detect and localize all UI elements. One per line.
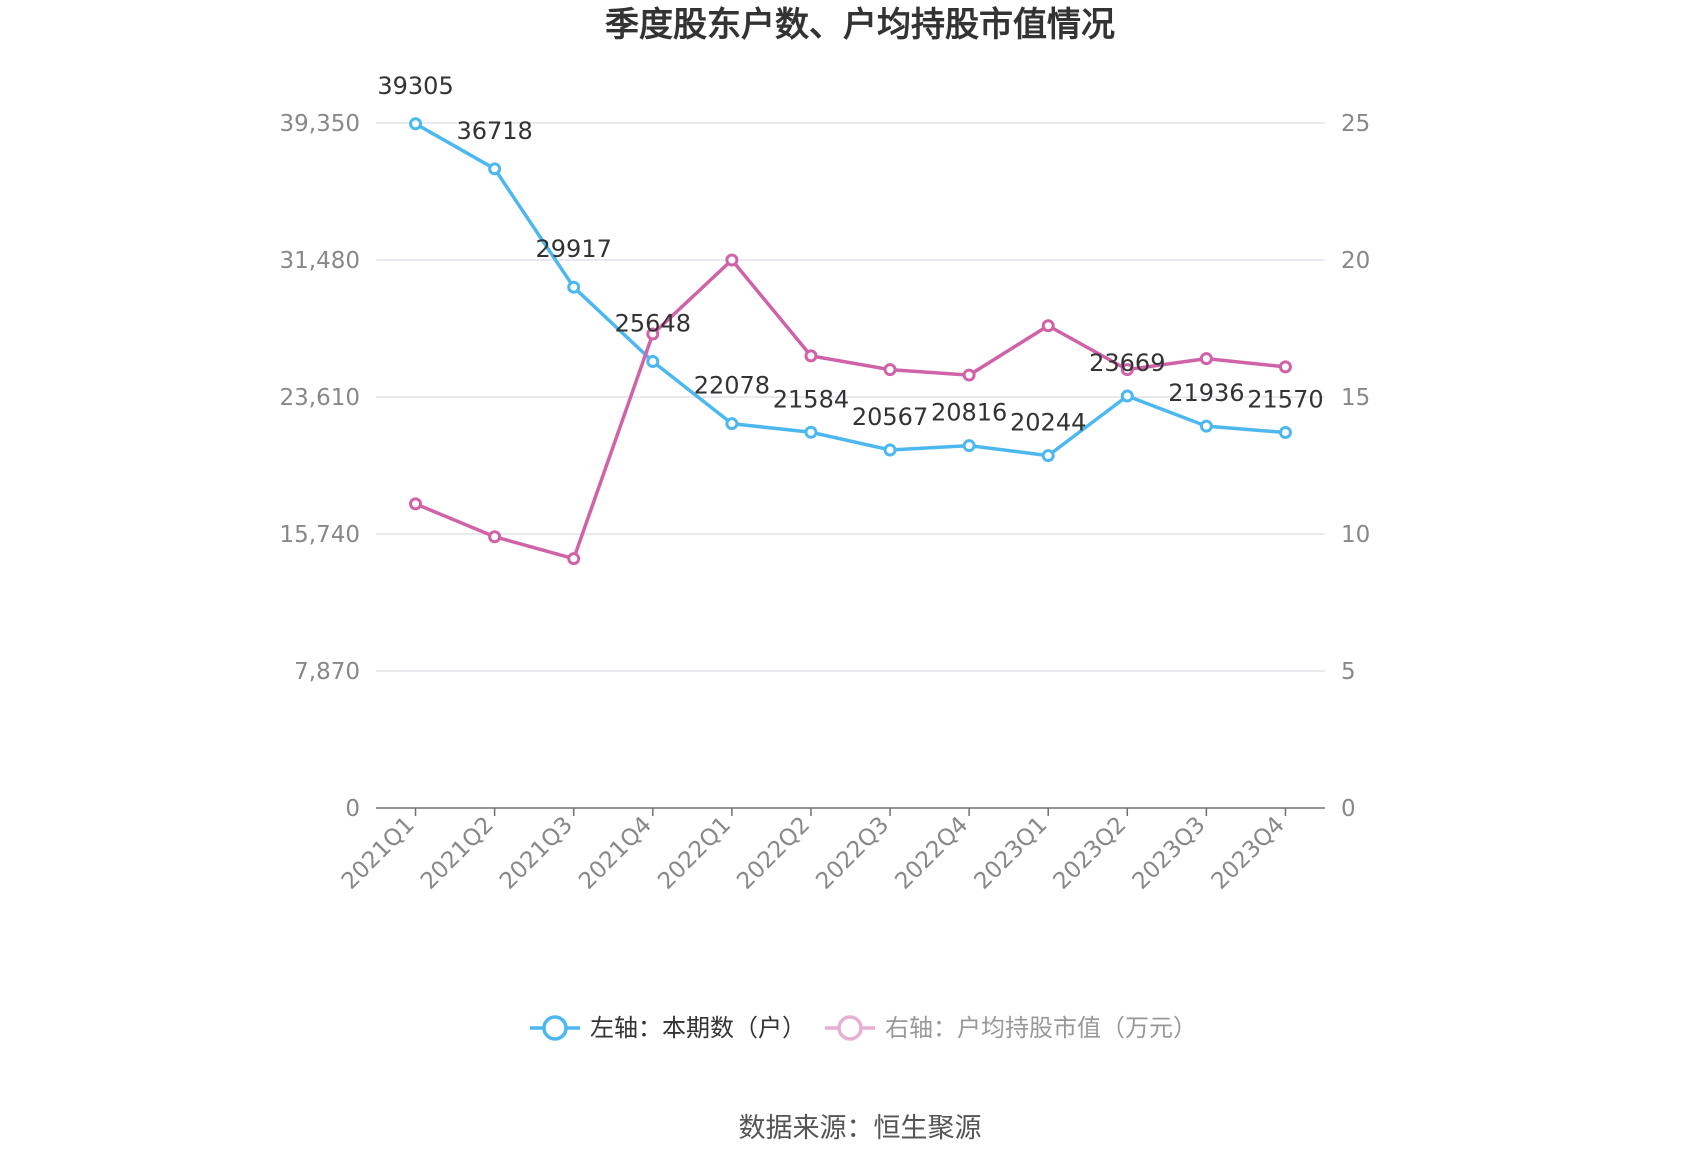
x-tick-label: 2023Q1 [970, 812, 1053, 895]
right-tick-label: 10 [1341, 522, 1370, 548]
data-label: 21584 [773, 385, 849, 413]
data-point[interactable] [962, 368, 976, 382]
data-point[interactable] [409, 497, 423, 511]
data-label: 25648 [615, 310, 691, 338]
chart-title: 季度股东户数、户均持股市值情况 [605, 5, 1115, 45]
left-tick-label: 23,610 [280, 385, 360, 411]
legend[interactable]: 左轴：本期数（户） 右轴：户均持股市值（万元） [530, 1014, 1197, 1042]
data-point[interactable] [1041, 449, 1055, 463]
data-label: 20567 [852, 403, 928, 431]
x-tick-label: 2022Q2 [732, 812, 815, 895]
series-line-0 [414, 122, 1286, 458]
data-label: 20816 [931, 399, 1007, 427]
x-tick-label: 2022Q4 [890, 812, 973, 895]
data-point[interactable] [725, 417, 739, 431]
data-point[interactable] [804, 425, 818, 439]
data-point[interactable] [567, 552, 581, 566]
data-point[interactable] [409, 117, 423, 131]
data-point[interactable] [962, 439, 976, 453]
right-tick-label: 15 [1341, 385, 1370, 411]
left-tick-label: 0 [345, 796, 360, 822]
data-point[interactable] [1278, 426, 1292, 440]
x-tick-label: 2021Q3 [495, 812, 578, 895]
legend-item-1[interactable]: 右轴：户均持股市值（万元） [825, 1014, 1197, 1042]
left-tick-label: 39,350 [280, 111, 360, 137]
data-label: 29917 [536, 235, 612, 263]
data-label: 39305 [377, 72, 453, 100]
data-point[interactable] [488, 162, 502, 176]
data-point[interactable] [1120, 363, 1134, 377]
data-point[interactable] [646, 355, 660, 369]
left-tick-label: 15,740 [280, 522, 360, 548]
legend-marker [542, 1015, 568, 1041]
x-tick-label: 2021Q4 [574, 812, 657, 895]
legend-marker [837, 1015, 863, 1041]
data-label: 21570 [1247, 386, 1323, 414]
x-tick-label: 2023Q3 [1128, 812, 1211, 895]
data-point[interactable] [646, 327, 660, 341]
data-label: 23669 [1089, 349, 1165, 377]
legend-label: 左轴：本期数（户） [590, 1014, 806, 1042]
x-tick-label: 2023Q4 [1207, 812, 1290, 895]
data-point[interactable] [1120, 389, 1134, 403]
left-axis: 0 7,870 15,740 23,610 31,480 39,350 [280, 111, 360, 822]
data-point[interactable] [1199, 419, 1213, 433]
left-tick-label: 7,870 [294, 659, 360, 685]
data-point[interactable] [567, 280, 581, 294]
data-label: 36718 [456, 117, 532, 145]
x-tick-label: 2023Q2 [1049, 812, 1132, 895]
data-label: 21936 [1168, 379, 1244, 407]
series-layer [409, 117, 1292, 566]
source-note: 数据来源：恒生聚源 [739, 1113, 982, 1144]
legend-item-0[interactable]: 左轴：本期数（户） [530, 1014, 806, 1042]
series-line-1 [414, 258, 1286, 561]
data-point[interactable] [804, 349, 818, 363]
x-tick-label: 2021Q1 [337, 812, 420, 895]
grid [376, 122, 1325, 672]
data-point[interactable] [725, 253, 739, 267]
data-point[interactable] [883, 443, 897, 457]
right-tick-label: 20 [1341, 248, 1370, 274]
data-point[interactable] [1041, 319, 1055, 333]
right-tick-label: 25 [1341, 111, 1370, 137]
right-axis: 0 5 10 15 20 25 [1341, 111, 1370, 822]
data-point[interactable] [1199, 352, 1213, 366]
data-point[interactable] [883, 363, 897, 377]
data-label: 22078 [694, 372, 770, 400]
x-tick-label: 2021Q2 [416, 812, 499, 895]
x-tick-label: 2022Q1 [653, 812, 736, 895]
data-point[interactable] [1278, 360, 1292, 374]
x-axis: 2021Q12021Q22021Q32021Q42022Q12022Q22022… [337, 807, 1325, 895]
data-label: 20244 [1010, 409, 1086, 437]
left-tick-label: 31,480 [280, 248, 360, 274]
legend-label: 右轴：户均持股市值（万元） [885, 1014, 1197, 1042]
data-point[interactable] [488, 530, 502, 544]
right-tick-label: 5 [1341, 659, 1356, 685]
right-tick-label: 0 [1341, 796, 1356, 822]
x-tick-label: 2022Q3 [811, 812, 894, 895]
